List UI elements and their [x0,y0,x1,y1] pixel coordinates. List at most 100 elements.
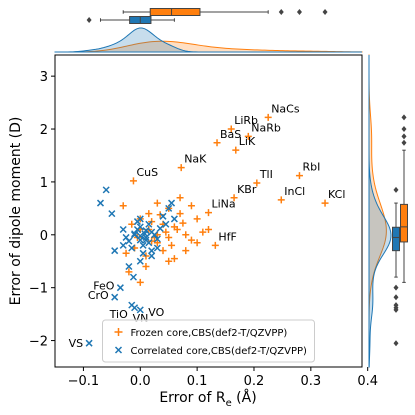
point [156,224,164,232]
point-label: CrO [88,289,109,302]
point [244,132,252,140]
x-label-suffix: (Å) [232,389,257,406]
outlier [393,306,399,313]
point [182,231,190,239]
outlier [322,9,328,15]
outlier [401,126,407,133]
point [125,268,133,276]
point [119,241,127,249]
point [193,215,201,223]
point-label: LiRb [234,114,258,127]
point [162,220,170,228]
point-label: VO [148,306,164,319]
y-tick-label: 3 [40,70,48,85]
point [277,196,285,204]
x-tick-label: 0.3 [300,374,321,389]
point [295,172,303,180]
point [230,194,238,202]
point [187,236,195,244]
point [148,252,156,260]
point [111,293,119,301]
point [165,233,173,241]
point [173,226,181,234]
point-label: KCl [328,188,345,201]
point [96,199,105,207]
point [176,194,184,202]
point [131,304,139,312]
outlier [401,139,407,146]
outlier [393,186,399,193]
point [122,233,130,241]
point [139,241,147,249]
x-label-sub: e [226,398,232,409]
box [400,203,408,243]
legend-label: Correlated core,CBS(def2-T/QZVPP) [131,346,308,357]
outlier [278,9,284,15]
x-label-main: Error of R [159,390,226,406]
point [168,241,176,249]
point [116,284,124,292]
point [119,202,127,210]
point [119,225,127,234]
point [187,202,195,210]
point [136,257,144,265]
y-tick-label: 1 [40,176,48,191]
point [129,273,137,281]
point [211,241,219,249]
kde-top [54,40,363,53]
point [153,199,161,207]
point [125,262,133,271]
point [148,237,156,245]
point-label: NaRb [251,121,281,134]
point-label: VS [69,337,84,350]
kde-top [54,27,362,53]
point [159,212,167,220]
point [253,179,261,187]
legend-marker [114,346,123,354]
point [139,249,147,257]
point [122,249,130,257]
point [213,139,221,147]
box [149,8,201,16]
point [136,278,144,286]
box [392,226,400,252]
point [145,210,153,218]
point-label: NaCs [271,102,300,115]
point-label: CuS [136,166,158,179]
outlier [393,284,399,291]
point [264,113,272,121]
point [150,231,159,239]
y-axis-label: Error of dipole moment (D) [8,117,24,306]
point [156,211,164,219]
point [193,239,201,247]
y-tick-label: −2 [29,335,48,350]
y-tick-label: −1 [29,282,48,297]
outlier [296,9,302,15]
point [153,235,161,243]
point [170,215,178,223]
point [182,247,190,255]
point [179,219,187,227]
point [111,247,119,255]
x-axis-label: Error of Re (Å) [159,389,256,409]
legend: Frozen core,CBS(def2-T/QZVPP) Correlated … [102,319,315,363]
point [232,146,240,154]
point-label: BaS [220,128,241,141]
point [321,199,329,207]
point [205,226,212,234]
point-label: TiO [109,308,128,321]
point [141,230,149,238]
point [170,255,178,263]
x-tick-label: 0.1 [187,374,208,389]
x-tick-label: 0.0 [130,374,151,389]
point [148,247,156,255]
y-tick-label: 2 [40,123,48,138]
outlier [86,17,92,23]
point [142,236,150,244]
point [129,177,137,185]
point [136,215,144,223]
point-label: InCl [284,185,305,198]
x-tick-label: 0.2 [244,374,265,389]
point [168,199,176,207]
